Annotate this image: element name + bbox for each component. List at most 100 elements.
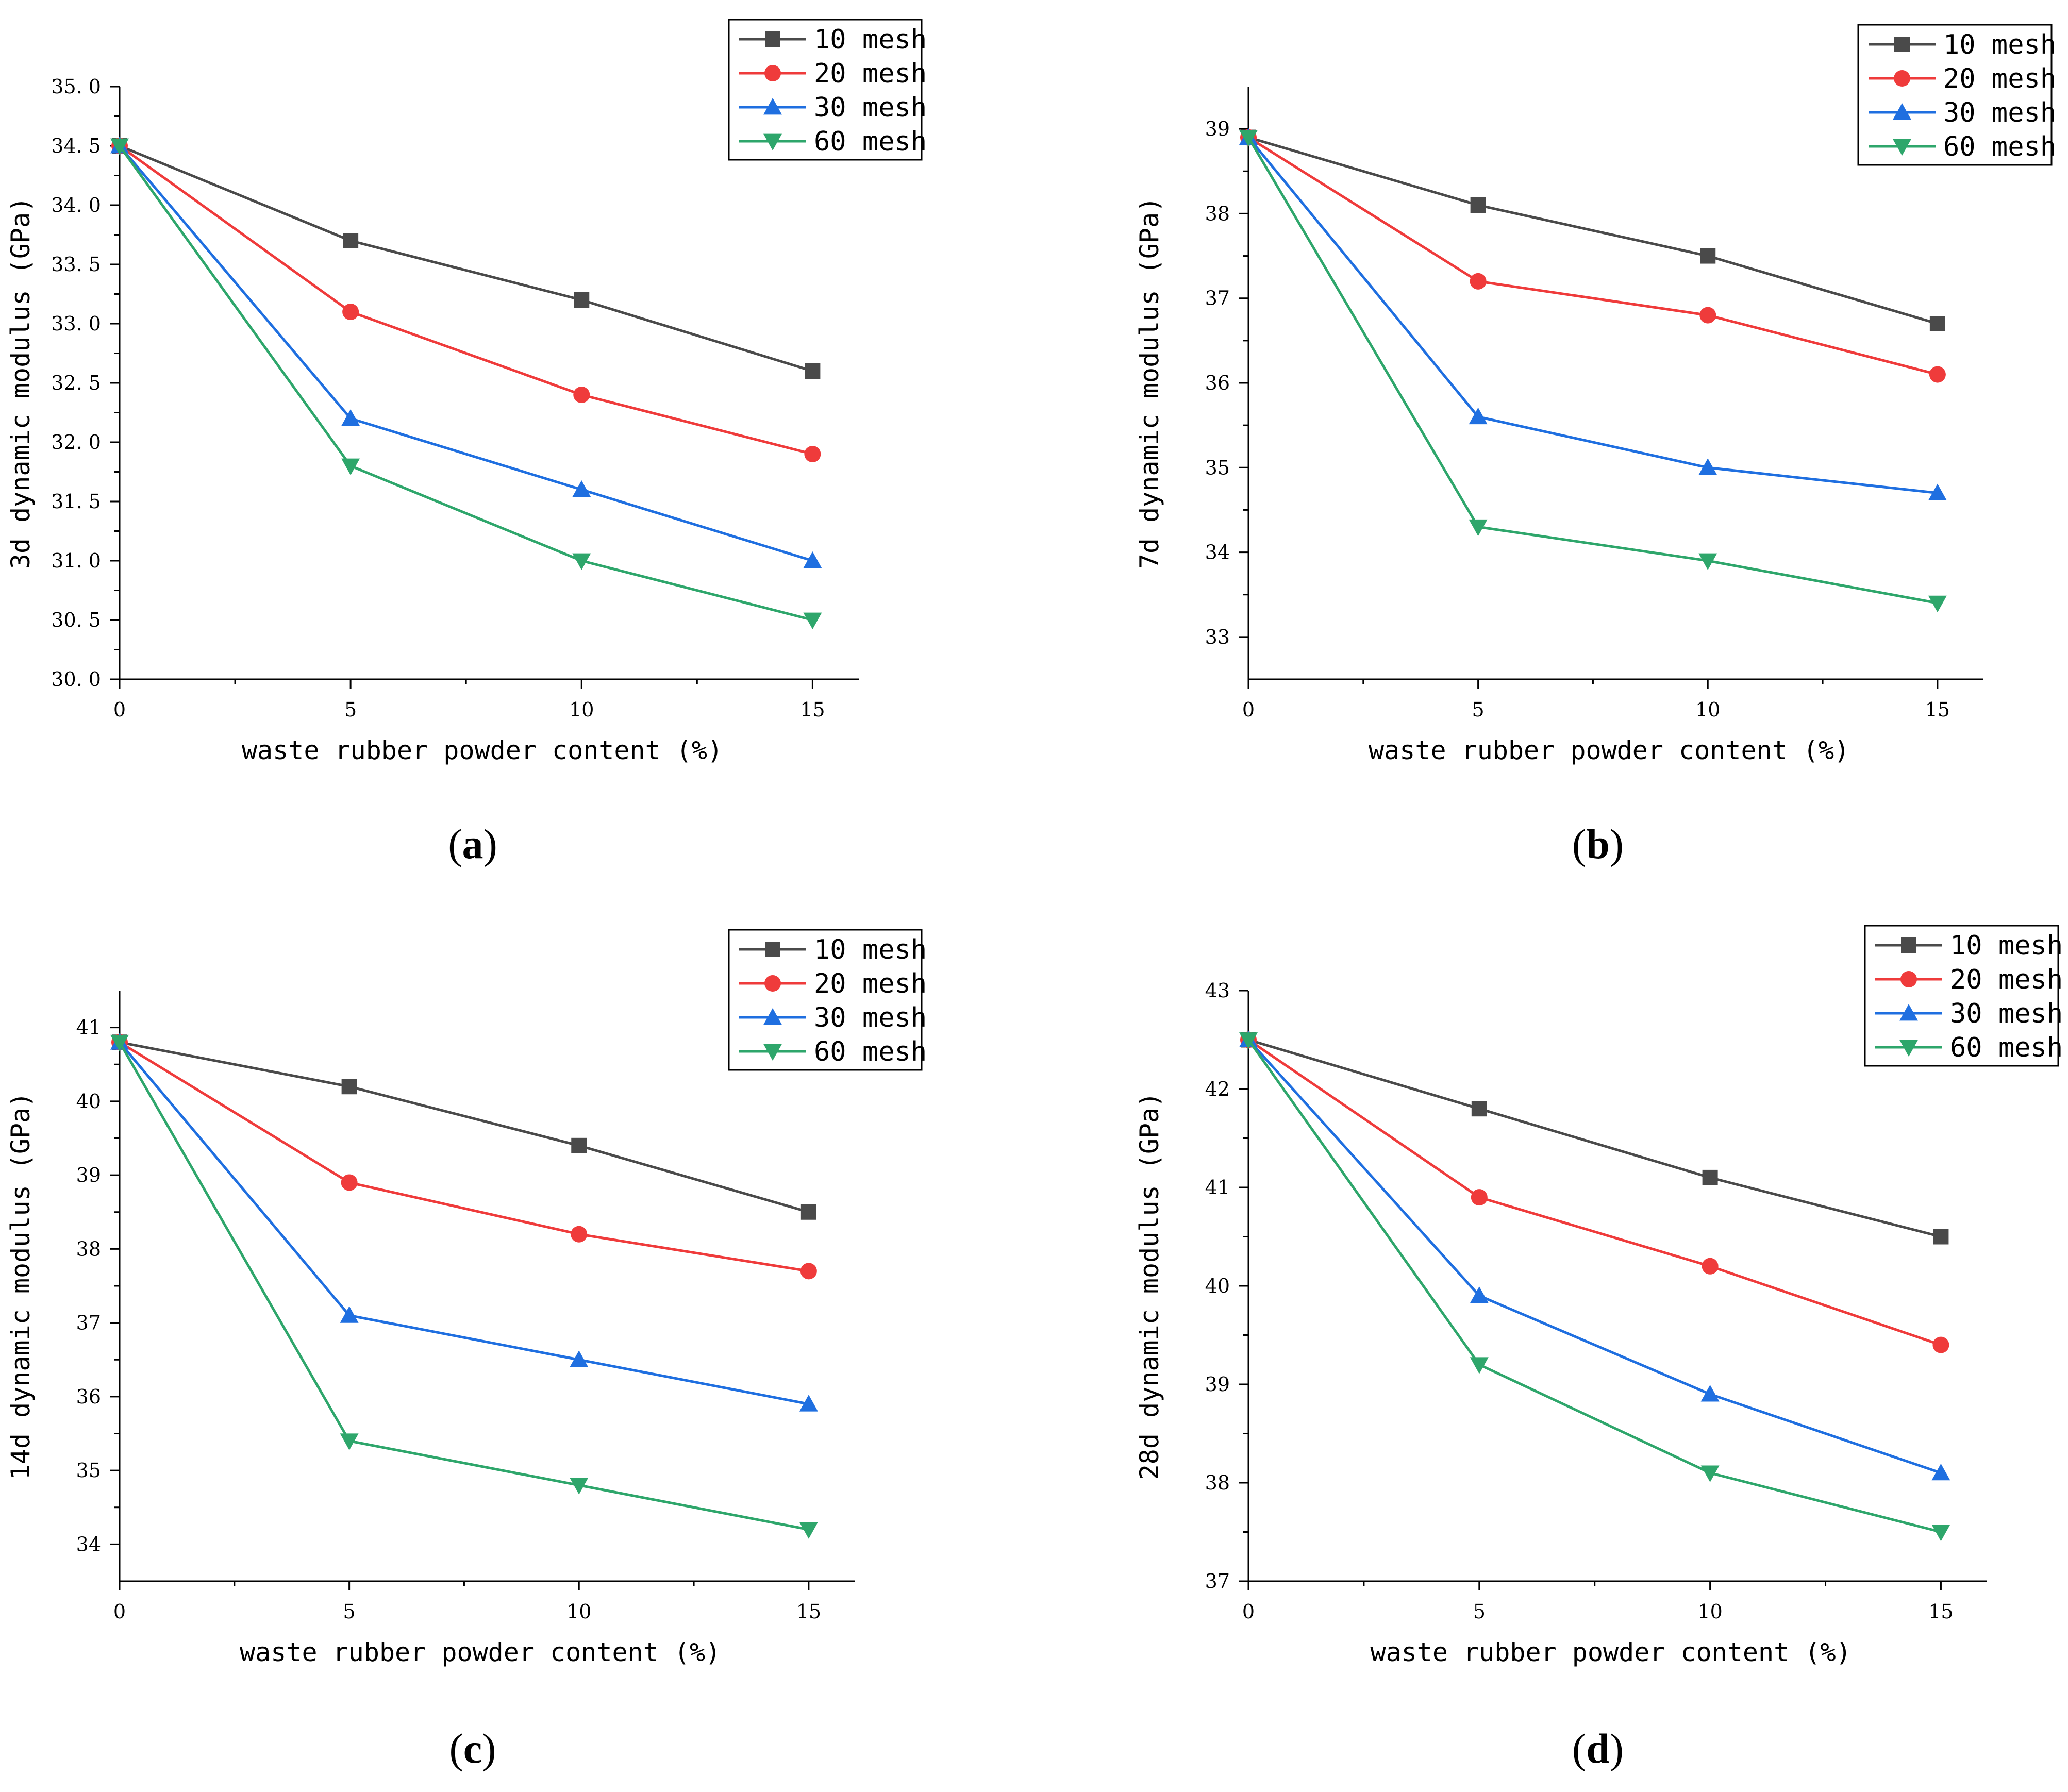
series-line [1247,1039,1942,1346]
caption-open-paren: ( [1572,1725,1586,1772]
legend-label: 10 mesh [1943,29,2056,60]
data-point [570,1478,589,1495]
data-point [1239,1032,1258,1049]
y-tick-label: 34. 5 [51,135,101,157]
y-tick-label: 37 [1205,287,1230,310]
legend-marker [763,98,782,115]
legend-label: 20 mesh [1943,63,2056,94]
legend-marker [1899,1040,1918,1057]
data-point [805,363,821,379]
y-tick-label: 39 [1205,118,1230,140]
series-line [119,144,813,456]
caption-letter: b [1586,820,1610,867]
data-point [1700,1465,1720,1482]
data-point [1239,130,1258,147]
x-axis-title: waste rubber powder content (%) [240,1637,721,1667]
caption-letter: d [1586,1725,1610,1772]
legend-label: 30 mesh [814,92,927,123]
legend-label: 30 mesh [1943,97,2056,128]
series-20-mesh [1240,1031,1949,1353]
data-point [342,304,359,320]
legend-marker [764,65,781,81]
y-tick-label: 31. 5 [51,490,101,513]
data-point [800,1204,816,1220]
legend-marker [1894,70,1910,87]
data-point [340,1433,359,1450]
y-tick-label: 32. 5 [51,372,101,394]
y-tick-label: 33. 5 [51,253,101,276]
chart-panel-d: 0 5 10 15 37 38 39 40 41 42 43 waste rubber powder … [1135,925,2063,1772]
legend-marker [765,942,780,957]
x-tick-label: 5 [1472,698,1485,721]
y-tick-label: 36 [76,1385,101,1408]
y-tick-label: 38 [76,1237,101,1260]
y-tick-label: 33. 0 [51,312,101,335]
data-point [571,1226,588,1243]
panel-caption: (c) [449,1725,496,1772]
data-point [1932,1336,1949,1353]
data-point [1929,366,1946,383]
series-line [1247,136,1938,495]
y-tick-label: 35 [1205,456,1230,479]
x-tick-label: 15 [1928,1600,1953,1623]
caption-letter: c [463,1725,482,1772]
y-tick-label: 40 [76,1090,101,1113]
y-tick-label: 41 [76,1016,101,1039]
y-tick-label: 37 [76,1312,101,1334]
series-10-mesh [112,138,821,379]
legend-marker [763,133,782,150]
data-point [343,233,359,248]
y-tick-label: 35 [76,1459,101,1482]
data-point [1702,1169,1718,1185]
y-tick-label: 42 [1205,1078,1230,1100]
series-30-mesh [110,137,822,568]
series-line [119,1041,809,1405]
data-point [803,551,822,568]
series-line [118,145,813,622]
data-point [1469,407,1488,425]
y-tick-label: 31. 0 [51,549,101,572]
series-line [119,1041,809,1214]
data-point [1471,1101,1487,1117]
legend-label: 60 mesh [814,126,927,157]
series-60-mesh [110,1034,818,1539]
data-point [110,138,129,155]
caption-close-paren: ) [1610,820,1624,867]
panel-caption: (a) [448,820,497,867]
y-tick-label: 30. 5 [51,609,101,631]
panel-caption: (b) [1572,820,1624,867]
series-30-mesh [1239,1030,1950,1481]
data-point [570,1350,589,1367]
caption-close-paren: ) [1610,1725,1624,1772]
legend-label: 10 mesh [814,24,927,55]
data-point [572,480,591,497]
y-tick-label: 34 [76,1533,101,1555]
data-point [1470,1357,1489,1374]
y-axis-title: 3d dynamic modulus (GPa) [6,197,36,569]
chart-panel-c: 0 5 10 15 34 35 36 37 38 39 40 41 waste rubber powde… [6,929,927,1772]
y-axis-title: 7d dynamic modulus (GPa) [1135,197,1164,569]
y-tick-label: 41 [1205,1176,1230,1199]
data-point [1698,458,1717,475]
series-line [119,144,813,373]
data-point [1470,1286,1489,1303]
y-tick-label: 38 [1205,1471,1230,1494]
data-point [1931,1525,1950,1542]
y-tick-label: 39 [1205,1373,1230,1396]
x-tick-label: 0 [113,698,126,721]
data-point [341,458,360,475]
x-tick-label: 0 [113,1600,126,1623]
data-point [1928,483,1947,500]
data-point [1471,1189,1488,1206]
legend-marker [764,975,781,992]
caption-open-paren: ( [448,820,462,867]
caption-close-paren: ) [483,820,497,867]
data-point [1931,1463,1950,1481]
x-tick-label: 10 [1695,698,1720,721]
legend-box [1864,925,2059,1067]
y-tick-label: 40 [1205,1275,1230,1297]
series-line [1247,1039,1942,1533]
data-point [1929,316,1945,331]
x-tick-label: 5 [1473,1600,1486,1623]
